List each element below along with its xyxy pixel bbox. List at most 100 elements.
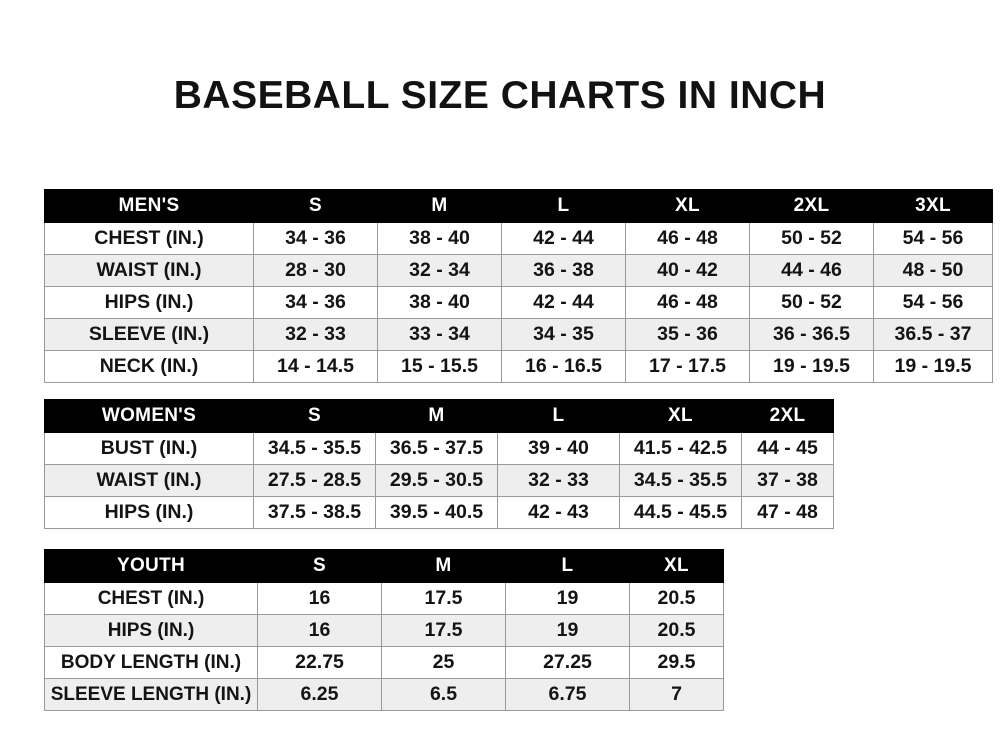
cell: 46 - 48 [625, 286, 750, 319]
row-label: NECK (IN.) [44, 350, 254, 383]
row-label: WAIST (IN.) [44, 464, 254, 497]
cell: 17.5 [381, 614, 506, 647]
cell: 20.5 [629, 614, 724, 647]
cell: 34 - 35 [501, 318, 626, 351]
cell: 39 - 40 [497, 432, 620, 465]
row-label: CHEST (IN.) [44, 222, 254, 255]
cell: 19 [505, 614, 630, 647]
column-header-xl: XL [629, 549, 724, 583]
cell: 19 - 19.5 [749, 350, 874, 383]
cell: 19 - 19.5 [873, 350, 993, 383]
table-row: CHEST (IN.) 34 - 36 38 - 40 42 - 44 46 -… [44, 222, 993, 255]
cell: 32 - 33 [253, 318, 378, 351]
cell: 54 - 56 [873, 286, 993, 319]
cell: 37.5 - 38.5 [253, 496, 376, 529]
cell: 36.5 - 37 [873, 318, 993, 351]
cell: 40 - 42 [625, 254, 750, 287]
table-row: WAIST (IN.) 27.5 - 28.5 29.5 - 30.5 32 -… [44, 464, 834, 497]
cell: 36 - 38 [501, 254, 626, 287]
cell: 7 [629, 678, 724, 711]
cell: 44 - 46 [749, 254, 874, 287]
table-row: HIPS (IN.) 37.5 - 38.5 39.5 - 40.5 42 - … [44, 496, 834, 529]
column-header-3xl: 3XL [873, 189, 993, 223]
cell: 6.25 [257, 678, 382, 711]
column-header-m: M [375, 399, 498, 433]
cell: 39.5 - 40.5 [375, 496, 498, 529]
table-row: CHEST (IN.) 16 17.5 19 20.5 [44, 582, 724, 615]
row-label: HIPS (IN.) [44, 614, 258, 647]
column-header-2xl: 2XL [749, 189, 874, 223]
table-header-row: MEN'S S M L XL 2XL 3XL [44, 189, 993, 223]
column-header-category: MEN'S [44, 189, 254, 223]
table-row: BUST (IN.) 34.5 - 35.5 36.5 - 37.5 39 - … [44, 432, 834, 465]
cell: 16 [257, 614, 382, 647]
cell: 29.5 [629, 646, 724, 679]
cell: 34.5 - 35.5 [619, 464, 742, 497]
table-row: NECK (IN.) 14 - 14.5 15 - 15.5 16 - 16.5… [44, 350, 993, 383]
column-header-category: WOMEN'S [44, 399, 254, 433]
cell: 36.5 - 37.5 [375, 432, 498, 465]
row-label: BUST (IN.) [44, 432, 254, 465]
column-header-l: L [505, 549, 630, 583]
cell: 32 - 34 [377, 254, 502, 287]
cell: 19 [505, 582, 630, 615]
youth-size-table: YOUTH S M L XL CHEST (IN.) 16 17.5 19 20… [44, 549, 724, 711]
column-header-s: S [257, 549, 382, 583]
cell: 44.5 - 45.5 [619, 496, 742, 529]
column-header-xl: XL [619, 399, 742, 433]
cell: 36 - 36.5 [749, 318, 874, 351]
table-row: SLEEVE LENGTH (IN.) 6.25 6.5 6.75 7 [44, 678, 724, 711]
column-header-l: L [497, 399, 620, 433]
cell: 46 - 48 [625, 222, 750, 255]
womens-size-table: WOMEN'S S M L XL 2XL BUST (IN.) 34.5 - 3… [44, 399, 834, 529]
column-header-s: S [253, 189, 378, 223]
mens-size-table: MEN'S S M L XL 2XL 3XL CHEST (IN.) 34 - … [44, 189, 993, 383]
cell: 16 - 16.5 [501, 350, 626, 383]
column-header-s: S [253, 399, 376, 433]
column-header-l: L [501, 189, 626, 223]
table-row: SLEEVE (IN.) 32 - 33 33 - 34 34 - 35 35 … [44, 318, 993, 351]
cell: 35 - 36 [625, 318, 750, 351]
cell: 42 - 44 [501, 222, 626, 255]
table-header-row: YOUTH S M L XL [44, 549, 724, 583]
column-header-m: M [381, 549, 506, 583]
cell: 32 - 33 [497, 464, 620, 497]
cell: 25 [381, 646, 506, 679]
column-header-category: YOUTH [44, 549, 258, 583]
table-row: HIPS (IN.) 16 17.5 19 20.5 [44, 614, 724, 647]
cell: 38 - 40 [377, 286, 502, 319]
table-header-row: WOMEN'S S M L XL 2XL [44, 399, 834, 433]
cell: 14 - 14.5 [253, 350, 378, 383]
cell: 54 - 56 [873, 222, 993, 255]
cell: 38 - 40 [377, 222, 502, 255]
cell: 29.5 - 30.5 [375, 464, 498, 497]
cell: 50 - 52 [749, 286, 874, 319]
cell: 22.75 [257, 646, 382, 679]
page-title: BASEBALL SIZE CHARTS IN INCH [173, 74, 827, 117]
row-label: SLEEVE LENGTH (IN.) [44, 678, 258, 711]
cell: 34.5 - 35.5 [253, 432, 376, 465]
cell: 20.5 [629, 582, 724, 615]
cell: 15 - 15.5 [377, 350, 502, 383]
row-label: CHEST (IN.) [44, 582, 258, 615]
cell: 44 - 45 [741, 432, 834, 465]
row-label: HIPS (IN.) [44, 286, 254, 319]
cell: 42 - 43 [497, 496, 620, 529]
cell: 17.5 [381, 582, 506, 615]
cell: 48 - 50 [873, 254, 993, 287]
cell: 37 - 38 [741, 464, 834, 497]
column-header-2xl: 2XL [741, 399, 834, 433]
column-header-m: M [377, 189, 502, 223]
row-label: BODY LENGTH (IN.) [44, 646, 258, 679]
cell: 47 - 48 [741, 496, 834, 529]
cell: 28 - 30 [253, 254, 378, 287]
cell: 6.75 [505, 678, 630, 711]
cell: 50 - 52 [749, 222, 874, 255]
row-label: SLEEVE (IN.) [44, 318, 254, 351]
cell: 41.5 - 42.5 [619, 432, 742, 465]
cell: 33 - 34 [377, 318, 502, 351]
cell: 42 - 44 [501, 286, 626, 319]
cell: 16 [257, 582, 382, 615]
cell: 17 - 17.5 [625, 350, 750, 383]
